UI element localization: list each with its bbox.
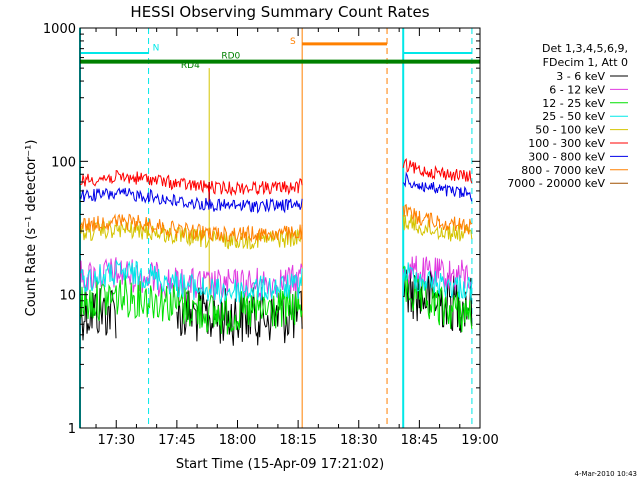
legend-label-4: 50 - 100 keV [535, 124, 605, 137]
x-tick-label-3: 18:15 [279, 433, 316, 448]
series-line-6 [79, 171, 473, 214]
legend-label-8: 7000 - 20000 keV [507, 177, 605, 190]
y-tick-label-2: 100 [51, 155, 76, 170]
footer-timestamp: 4-Mar-2010 10:43 [575, 470, 637, 478]
y-tick-label-1: 10 [59, 289, 76, 304]
x-tick-label-1: 17:45 [158, 433, 195, 448]
x-tick-label-6: 19:00 [461, 433, 498, 448]
annotation-label-1: S [290, 37, 296, 47]
series-line-4 [79, 214, 473, 250]
legend-label-7: 800 - 7000 keV [521, 164, 605, 177]
legend-label-2: 12 - 25 keV [542, 97, 605, 110]
x-tick-label-5: 18:45 [401, 433, 438, 448]
plot-frame [79, 27, 481, 429]
annotation-label-2: RD0 [221, 52, 240, 62]
plot-content: N S RD0 RD4 [79, 28, 480, 428]
chart-title: HESSI Observing Summary Count Rates [130, 3, 429, 21]
annotation-label-3: RD4 [181, 61, 200, 71]
axes: 17:30 17:45 18:00 18:15 18:30 18:45 19:00 1 10 10… [43, 22, 499, 448]
series-line-5 [79, 158, 473, 197]
x-tick-label-0: 17:30 [98, 433, 135, 448]
y-tick-label-3: 1000 [43, 22, 76, 37]
legend-label-3: 25 - 50 keV [542, 110, 605, 123]
y-axis-label: Count Rate (s⁻¹ detector⁻¹) [24, 140, 39, 317]
series-line-2 [79, 265, 473, 335]
x-tick-label-4: 18:30 [340, 433, 377, 448]
legend-header-line-2: FDecim 1, Att 0 [543, 56, 628, 69]
series-line-3 [79, 260, 473, 305]
legend-label-1: 6 - 12 keV [549, 83, 605, 96]
annotation-label-0: N [153, 43, 160, 53]
legend-label-0: 3 - 6 keV [556, 70, 605, 83]
y-tick-label-0: 1 [68, 422, 76, 437]
legend: Det 1,3,4,5,6,9, FDecim 1, Att 0 3 - 6 k… [507, 42, 628, 190]
legend-label-5: 100 - 300 keV [528, 137, 605, 150]
legend-header-line-1: Det 1,3,4,5,6,9, [542, 42, 628, 55]
x-tick-label-2: 18:00 [219, 433, 256, 448]
series-line-7 [79, 204, 473, 243]
legend-label-6: 300 - 800 keV [528, 150, 605, 163]
x-axis-label: Start Time (15-Apr-09 17:21:02) [176, 457, 384, 472]
